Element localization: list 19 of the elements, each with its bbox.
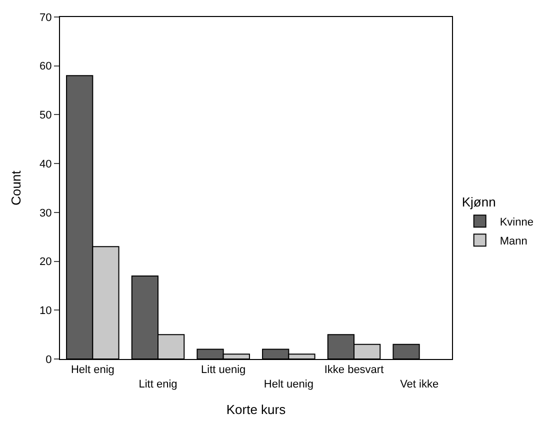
y-tick-label: 50 bbox=[40, 110, 52, 122]
legend-title: Kjønn bbox=[462, 194, 496, 210]
x-axis-title: Korte kurs bbox=[226, 402, 286, 418]
x-tick-label: Litt enig bbox=[138, 378, 178, 390]
y-axis-title: Count bbox=[8, 170, 24, 206]
y-tick-label: 40 bbox=[40, 158, 52, 170]
legend-label: Kvinne bbox=[500, 216, 534, 228]
y-tick-label: 20 bbox=[40, 256, 52, 268]
y-tick-label: 0 bbox=[46, 354, 52, 366]
legend-label: Mann bbox=[500, 235, 528, 248]
y-tick-label: 10 bbox=[40, 304, 52, 317]
x-tick-label: Litt uenig bbox=[201, 364, 246, 376]
y-tick-label: 70 bbox=[40, 12, 52, 24]
y-tick-label: 30 bbox=[40, 207, 52, 220]
x-tick-label: Vet ikke bbox=[400, 378, 439, 390]
x-tick-label: Helt enig bbox=[70, 364, 114, 376]
x-tick-label: Helt uenig bbox=[264, 378, 314, 390]
x-tick-label: Ikke besvart bbox=[324, 364, 384, 376]
y-tick-label: 60 bbox=[40, 60, 52, 73]
